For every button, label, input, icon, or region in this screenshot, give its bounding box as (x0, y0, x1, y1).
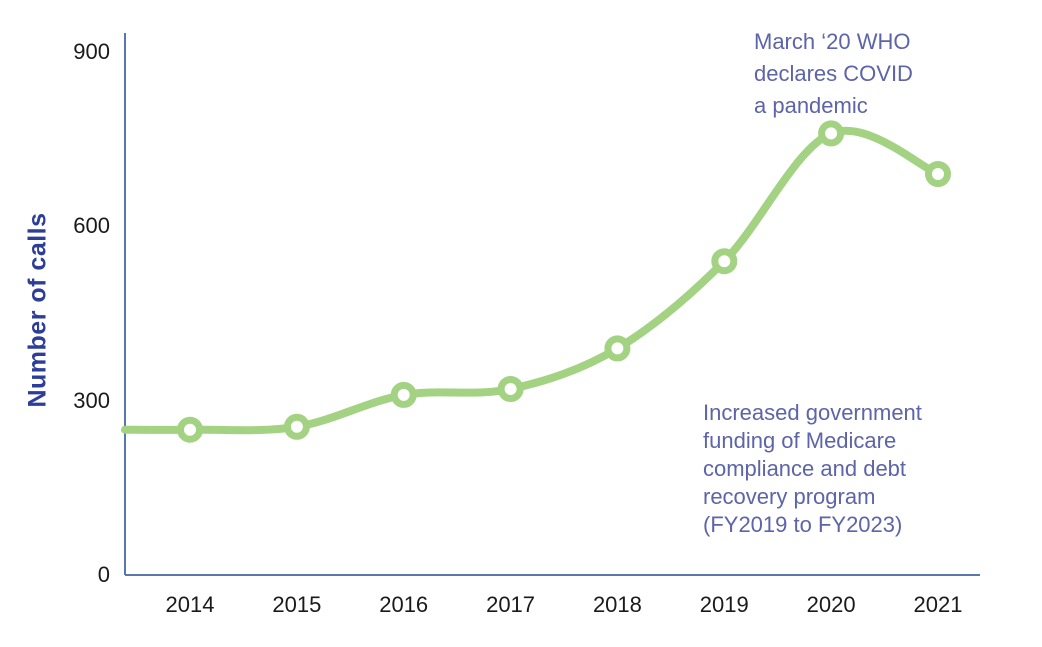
data-point-2014 (177, 416, 203, 443)
data-point-2015 (283, 413, 310, 440)
x-tick-label: 2015 (272, 592, 322, 617)
x-tick-label: 2017 (486, 592, 536, 617)
data-point-2020 (818, 120, 845, 147)
data-point-2019 (711, 248, 738, 275)
y-tick-label: 900 (73, 39, 110, 64)
y-tick-label: 0 (97, 562, 110, 587)
data-point-2021 (925, 161, 951, 187)
x-tick-label: 2014 (165, 592, 215, 617)
x-tick-label: 2019 (699, 592, 749, 617)
x-tick-label: 2020 (806, 592, 856, 617)
y-tick-label: 300 (73, 387, 110, 413)
data-point-2018 (604, 335, 631, 362)
calls-line-series (121, 126, 942, 435)
x-tick-label: 2016 (379, 592, 429, 617)
x-tick-label: 2018 (592, 592, 642, 617)
annotation-covid-pandemic: March ‘20 WHO declares COVID a pandemic (754, 29, 913, 118)
data-point-2016 (390, 381, 417, 408)
data-point-2017 (497, 376, 524, 402)
y-tick-label: 600 (73, 213, 110, 239)
annotation-government-funding: Increased government funding of Medicare… (703, 400, 922, 537)
x-tick-label: 2021 (913, 592, 963, 617)
